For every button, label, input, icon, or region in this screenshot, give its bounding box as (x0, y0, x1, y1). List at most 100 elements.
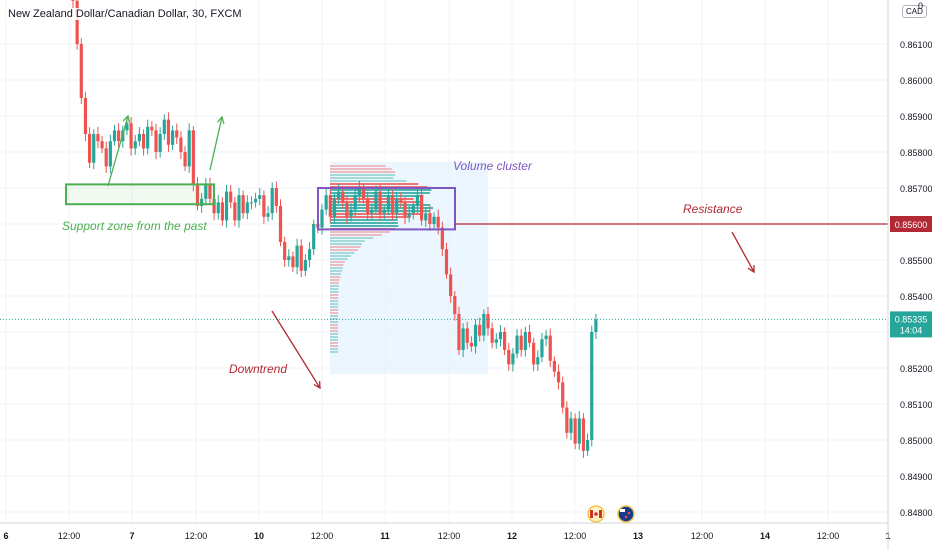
candle-body (166, 119, 171, 145)
candle-body (519, 335, 523, 350)
support-zone-box (65, 183, 215, 206)
x-tick-label: 13 (633, 531, 643, 541)
candle-body (590, 332, 594, 440)
grid (0, 0, 889, 523)
candle-body (390, 195, 395, 214)
candle-body (382, 209, 386, 214)
y-tick-label: 0.85100 (900, 400, 932, 410)
candle-body (204, 184, 208, 199)
x-tick-label: 12:00 (311, 531, 334, 541)
candle-body (179, 137, 183, 152)
candle-body (436, 216, 440, 228)
volume-cluster-box (317, 187, 456, 231)
candle-body (283, 242, 287, 260)
y-tick-label: 0.85700 (900, 184, 932, 194)
y-tick-label: 0.85500 (900, 256, 932, 266)
candle-body (428, 213, 432, 224)
candle-body (212, 198, 216, 214)
candle-body (565, 407, 569, 433)
candle-body (511, 353, 515, 365)
volume-cluster-label: Volume cluster (453, 159, 533, 173)
canada-flag-icon[interactable] (587, 505, 605, 523)
candle-body (453, 296, 457, 314)
candle-body (183, 152, 187, 167)
candle-body (307, 249, 312, 260)
candle-body (569, 418, 573, 433)
support-arrow-2-head (216, 115, 225, 124)
candle-body (278, 206, 283, 242)
candle-body (444, 249, 449, 275)
candle-body (415, 195, 420, 206)
candle-body (100, 141, 104, 149)
last-price-badge (890, 311, 932, 338)
candle-body (424, 213, 428, 221)
candle-body (374, 191, 378, 210)
candle-body (229, 191, 233, 203)
candle-body (295, 245, 299, 268)
candle-body (341, 191, 345, 203)
last-price-text: 0.85335 (895, 314, 928, 324)
candle-body (112, 130, 117, 142)
candle-body (349, 209, 353, 217)
candle-body (108, 141, 112, 167)
nz-flag-bg (617, 505, 635, 523)
y-tick-label: 0.85900 (900, 112, 932, 122)
candle-body (432, 216, 436, 224)
nz-flag-union (620, 509, 625, 512)
candle-body (407, 213, 411, 217)
drawings: Support zone from the past Volume cluster… (0, 114, 888, 390)
candle-body (324, 195, 328, 210)
nz-flag-star-2 (624, 515, 628, 519)
resistance-price-text: 0.85600 (895, 220, 928, 230)
candle-body (96, 134, 100, 142)
candle-body (75, 0, 79, 45)
candle-body (83, 98, 88, 134)
candle-body (536, 357, 540, 365)
resistance-price-badge (890, 216, 932, 232)
canada-flag-left (590, 510, 593, 518)
candle-body (556, 371, 561, 383)
candle-body (158, 134, 162, 152)
candle-body (79, 44, 83, 98)
currency-badge[interactable]: CAD (902, 5, 927, 18)
y-tick-label: 0.84800 (900, 508, 932, 518)
resistance-label: Resistance (683, 202, 743, 216)
candle-body (274, 188, 278, 206)
candle-body (92, 134, 96, 163)
candle-body (270, 188, 274, 214)
new-zealand-flag-icon[interactable] (617, 505, 635, 523)
candle-body (220, 202, 224, 221)
x-tick-label: 12 (507, 531, 517, 541)
candle-body (507, 350, 511, 365)
nz-flag-star-1 (627, 511, 631, 515)
candle-body (473, 324, 478, 347)
candle-body (241, 195, 245, 214)
y-tick-label: 0.85000 (900, 436, 932, 446)
chart-title: New Zealand Dollar/Canadian Dollar, 30, … (6, 8, 244, 20)
candle-body (361, 188, 366, 199)
candle-body (478, 324, 482, 336)
candle-body (345, 202, 349, 217)
candle-body (411, 206, 415, 214)
candle-body (216, 202, 220, 214)
candle-body (482, 314, 486, 336)
candle-body (386, 195, 390, 210)
candle-body (532, 342, 536, 365)
candle-body (88, 134, 92, 163)
candle-body (370, 209, 374, 214)
candle-body (395, 198, 399, 214)
candle-body (287, 256, 291, 260)
candle-body (191, 130, 195, 185)
y-tick-label: 0.85800 (900, 148, 932, 158)
candle-body (154, 130, 158, 152)
x-tick-label: 12:00 (185, 531, 208, 541)
x-tick-label: 12:00 (817, 531, 840, 541)
candle-body (133, 141, 137, 149)
candle-body (146, 126, 150, 149)
countdown-text: 14:04 (900, 325, 923, 335)
x-tick-label: 14 (760, 531, 770, 541)
candle-body (299, 245, 303, 271)
